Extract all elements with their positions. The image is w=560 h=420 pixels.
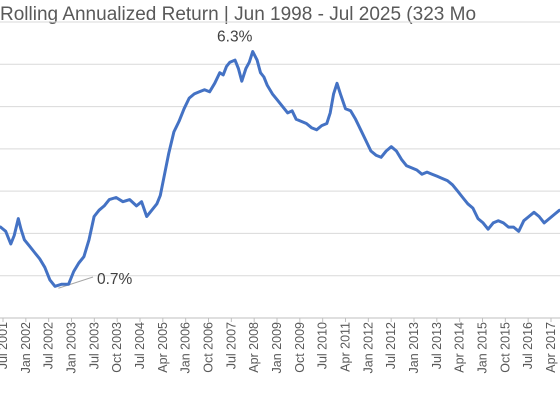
min-data-label: 0.7% [97, 271, 133, 288]
x-tick-label: Oct 2015 [498, 322, 512, 373]
x-tick-label: Jul 2012 [384, 322, 398, 369]
x-tick-label: Jul 2007 [224, 322, 238, 369]
x-tick-label: Jul 2003 [87, 322, 101, 369]
x-tick-label: Jan 2002 [19, 322, 33, 373]
annotation-leader-line [58, 276, 94, 289]
x-tick-label: Jul 2010 [316, 322, 330, 369]
x-tick-label: Oct 2003 [110, 322, 124, 373]
x-tick-label: Jul 2002 [42, 322, 56, 369]
x-tick-label: Jul 2016 [521, 322, 535, 369]
x-tick-label: Jan 2012 [361, 322, 375, 373]
x-tick-label: Jul 2013 [430, 322, 444, 369]
x-tick-label: Apr 2005 [156, 322, 170, 373]
x-tick-label: Oct 2006 [202, 322, 216, 373]
chart-title: Rolling Annualized Return | Jun 1998 - J… [0, 4, 477, 25]
series-line [0, 50, 560, 288]
x-tick-label: Jan 2013 [407, 322, 421, 373]
x-tick-label: Jul 2001 [0, 322, 10, 369]
x-tick-label: Jan 2009 [270, 322, 284, 373]
x-tick-label: Apr 2017 [544, 322, 558, 373]
x-tick-label: Apr 2011 [339, 322, 353, 372]
x-tick-label: Apr 2014 [453, 322, 467, 373]
x-tick-label: Apr 2008 [247, 322, 261, 373]
x-tick-label: Jan 2015 [476, 322, 490, 373]
max-data-label: 6.3% [217, 29, 253, 46]
x-tick-label: Jan 2006 [179, 322, 193, 373]
x-tick-label: Jul 2004 [133, 322, 147, 369]
x-tick-label: Jan 2003 [65, 322, 79, 373]
x-tick-label: Oct 2009 [293, 322, 307, 373]
